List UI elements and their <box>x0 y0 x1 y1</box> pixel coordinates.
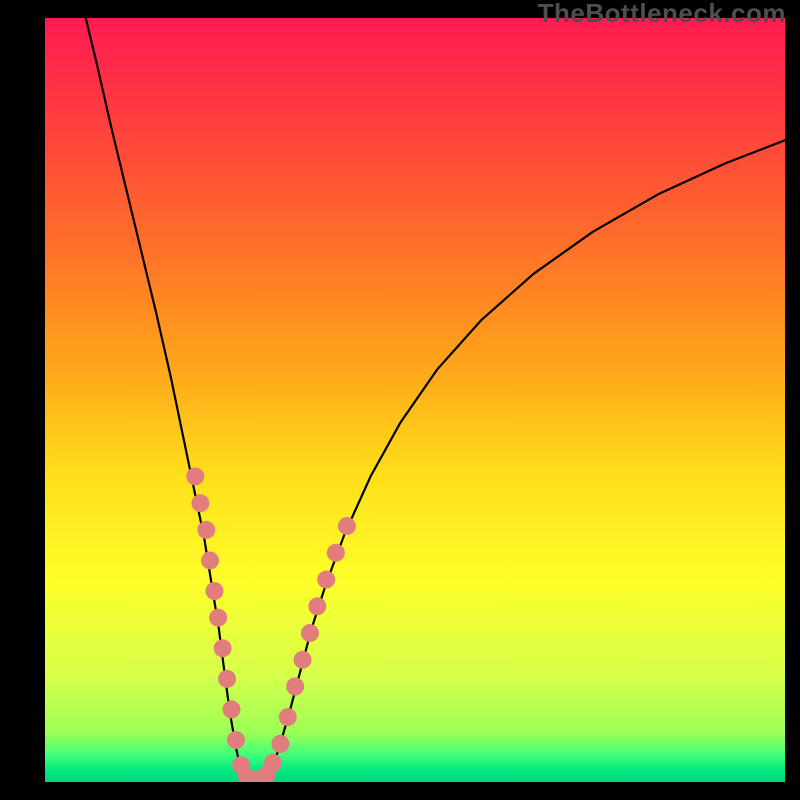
marker-group <box>186 467 356 782</box>
marker-dot <box>209 609 227 627</box>
marker-dot <box>338 517 356 535</box>
marker-dot <box>191 494 209 512</box>
marker-dot <box>186 467 204 485</box>
marker-dot <box>308 597 326 615</box>
bottleneck-curve <box>86 18 785 780</box>
marker-dot <box>227 731 245 749</box>
watermark-text: TheBottleneck.com <box>538 0 786 29</box>
marker-dot <box>214 639 232 657</box>
marker-dot <box>197 521 215 539</box>
marker-dot <box>222 700 240 718</box>
chart-svg <box>45 18 785 782</box>
marker-dot <box>201 551 219 569</box>
marker-dot <box>301 624 319 642</box>
marker-dot <box>271 735 289 753</box>
marker-dot <box>264 754 282 772</box>
marker-dot <box>205 582 223 600</box>
marker-dot <box>279 708 297 726</box>
marker-dot <box>218 670 236 688</box>
marker-dot <box>286 678 304 696</box>
marker-dot <box>294 651 312 669</box>
marker-dot <box>317 571 335 589</box>
marker-dot <box>327 544 345 562</box>
